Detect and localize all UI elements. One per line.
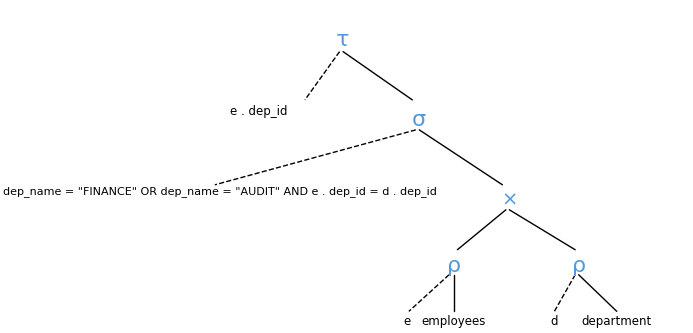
- Text: ρ: ρ: [447, 256, 461, 276]
- Text: σ: σ: [412, 110, 426, 130]
- Text: dep_name = "FINANCE" OR dep_name = "AUDIT" AND e . dep_id = d . dep_id: dep_name = "FINANCE" OR dep_name = "AUDI…: [3, 186, 437, 197]
- Text: employees: employees: [422, 315, 486, 328]
- Text: d: d: [551, 315, 558, 328]
- Text: τ: τ: [336, 30, 350, 50]
- Text: e . dep_id: e . dep_id: [230, 105, 288, 118]
- Text: ρ: ρ: [572, 256, 586, 276]
- Text: e: e: [404, 315, 411, 328]
- Text: department: department: [581, 315, 652, 328]
- Text: ×: ×: [501, 190, 518, 209]
